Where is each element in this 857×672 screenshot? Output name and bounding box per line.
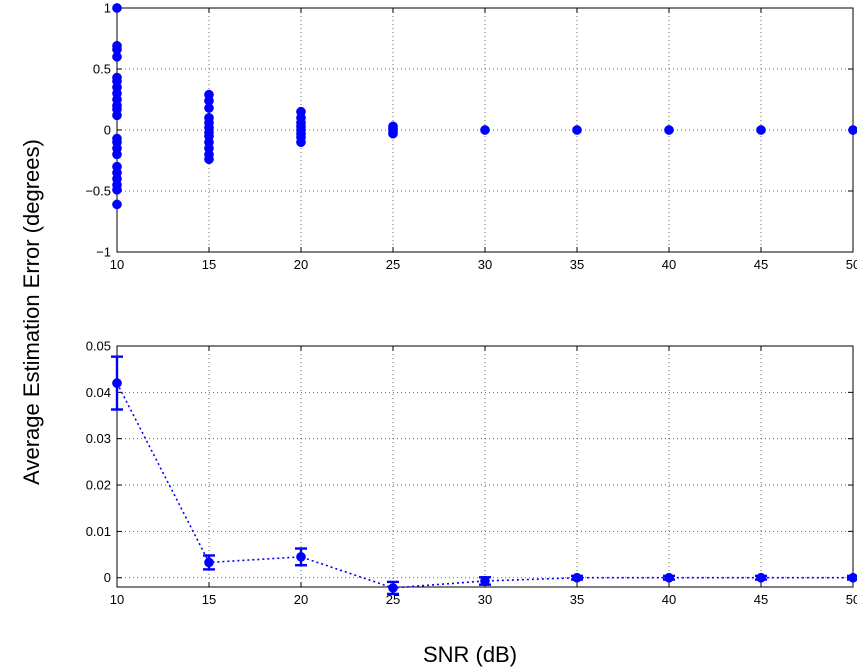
x-axis-label: SNR (dB) xyxy=(423,642,517,667)
bottom-x-tick-label: 50 xyxy=(846,592,857,607)
top-x-tick-label: 10 xyxy=(110,257,124,272)
scatter-point xyxy=(572,125,581,134)
data-point xyxy=(756,573,765,582)
top-x-tick-label: 35 xyxy=(570,257,584,272)
scatter-point xyxy=(296,138,305,147)
bottom-y-tick-label: 0 xyxy=(104,570,111,585)
bottom-x-tick-label: 30 xyxy=(478,592,492,607)
top-x-tick-label: 50 xyxy=(846,257,857,272)
scatter-point xyxy=(112,200,121,209)
scatter-point xyxy=(204,103,213,112)
bottom-y-tick-label: 0.03 xyxy=(86,431,111,446)
data-point xyxy=(296,552,305,561)
scatter-point xyxy=(480,125,489,134)
scatter-point xyxy=(388,129,397,138)
bottom-y-tick-label: 0.02 xyxy=(86,478,111,493)
top-y-tick-label: 1 xyxy=(104,1,111,16)
scatter-point xyxy=(112,185,121,194)
top-x-tick-label: 25 xyxy=(386,257,400,272)
scatter-point xyxy=(112,52,121,61)
top-x-tick-label: 45 xyxy=(754,257,768,272)
top-x-tick-label: 40 xyxy=(662,257,676,272)
bottom-x-tick-label: 45 xyxy=(754,592,768,607)
bottom-x-tick-label: 40 xyxy=(662,592,676,607)
scatter-point xyxy=(112,150,121,159)
top-scatter-chart: 10 15 20 25 30 35 40 45 50 −1 −0.5 0 0.5 1 xyxy=(85,1,857,273)
top-x-tick-label: 20 xyxy=(294,257,308,272)
scatter-point xyxy=(112,111,121,120)
bottom-x-tick-label: 10 xyxy=(110,592,124,607)
data-point xyxy=(204,558,213,567)
data-point xyxy=(388,583,397,592)
bottom-x-tick-label: 35 xyxy=(570,592,584,607)
data-point xyxy=(664,573,673,582)
scatter-point xyxy=(756,125,765,134)
bottom-y-tick-label: 0.01 xyxy=(86,524,111,539)
data-point xyxy=(480,576,489,585)
top-x-tick-label: 15 xyxy=(202,257,216,272)
bottom-x-tick-label: 20 xyxy=(294,592,308,607)
data-point xyxy=(848,573,857,582)
scatter-point xyxy=(848,125,857,134)
data-point xyxy=(112,378,121,387)
bottom-y-tick-label: 0.05 xyxy=(86,339,111,354)
top-x-tick-label: 30 xyxy=(478,257,492,272)
bottom-x-tick-label: 15 xyxy=(202,592,216,607)
data-point xyxy=(572,573,581,582)
y-axis-label: Average Estimation Error (degrees) xyxy=(19,139,44,485)
top-y-tick-label: 0 xyxy=(104,123,111,138)
scatter-point xyxy=(112,3,121,12)
scatter-point xyxy=(664,125,673,134)
scatter-point xyxy=(204,155,213,164)
bottom-y-tick-label: 0.04 xyxy=(86,385,111,400)
top-y-tick-label: −0.5 xyxy=(85,184,111,199)
top-y-tick-label: −1 xyxy=(96,245,111,260)
top-y-tick-label: 0.5 xyxy=(93,62,111,77)
